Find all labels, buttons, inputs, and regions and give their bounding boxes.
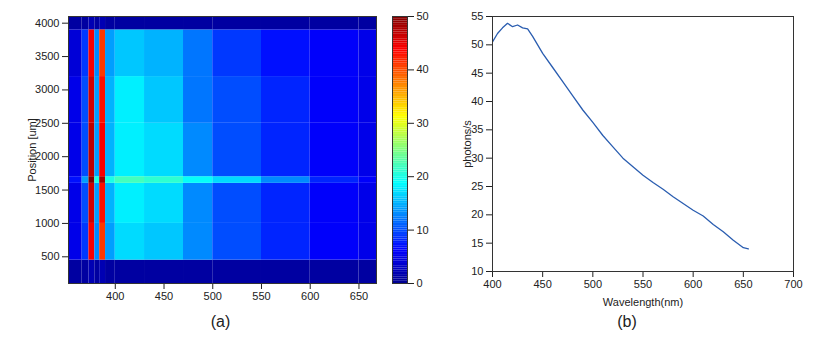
svg-text:15: 15 [471, 237, 483, 249]
svg-text:450: 450 [155, 290, 173, 302]
svg-text:600: 600 [301, 290, 319, 302]
svg-text:550: 550 [634, 278, 652, 290]
svg-text:45: 45 [471, 67, 483, 79]
svg-text:550: 550 [252, 290, 270, 302]
svg-text:500: 500 [204, 290, 222, 302]
svg-text:450: 450 [533, 278, 551, 290]
svg-text:700: 700 [784, 278, 802, 290]
svg-text:500: 500 [584, 278, 602, 290]
svg-text:500: 500 [41, 250, 59, 262]
svg-text:40: 40 [417, 63, 429, 75]
svg-text:2000: 2000 [35, 150, 59, 162]
svg-text:600: 600 [684, 278, 702, 290]
svg-text:35: 35 [471, 123, 484, 136]
html-text:(b): (b) [617, 313, 637, 330]
svg-text:30: 30 [417, 117, 429, 129]
html-text:(a): (a) [210, 313, 231, 330]
svg-text:55: 55 [471, 10, 483, 22]
svg-text:40: 40 [471, 95, 483, 107]
svg-text:2500: 2500 [35, 117, 59, 129]
svg-text:650: 650 [350, 290, 368, 302]
svg-text:Wavelength(nm): Wavelength(nm) [603, 296, 683, 308]
svg-text:650: 650 [734, 278, 752, 290]
svg-text:0: 0 [417, 277, 423, 289]
svg-text:1000: 1000 [35, 217, 59, 229]
svg-text:3000: 3000 [35, 83, 59, 95]
svg-text:10: 10 [417, 224, 429, 236]
svg-text:photons/s: photons/s [461, 120, 473, 168]
svg-text:20: 20 [471, 208, 483, 220]
svg-text:3500: 3500 [35, 50, 59, 62]
svg-text:1500: 1500 [35, 184, 59, 196]
svg-text:4000: 4000 [35, 17, 59, 29]
svg-text:20: 20 [417, 170, 429, 182]
svg-text:Position [um]: Position [um] [26, 118, 38, 182]
svg-text:10: 10 [471, 265, 483, 277]
svg-text:50: 50 [471, 38, 483, 50]
svg-text:30: 30 [471, 151, 484, 164]
svg-text:50: 50 [417, 10, 429, 22]
svg-text:400: 400 [483, 278, 501, 290]
svg-text:25: 25 [471, 180, 483, 192]
svg-text:400: 400 [106, 290, 124, 302]
